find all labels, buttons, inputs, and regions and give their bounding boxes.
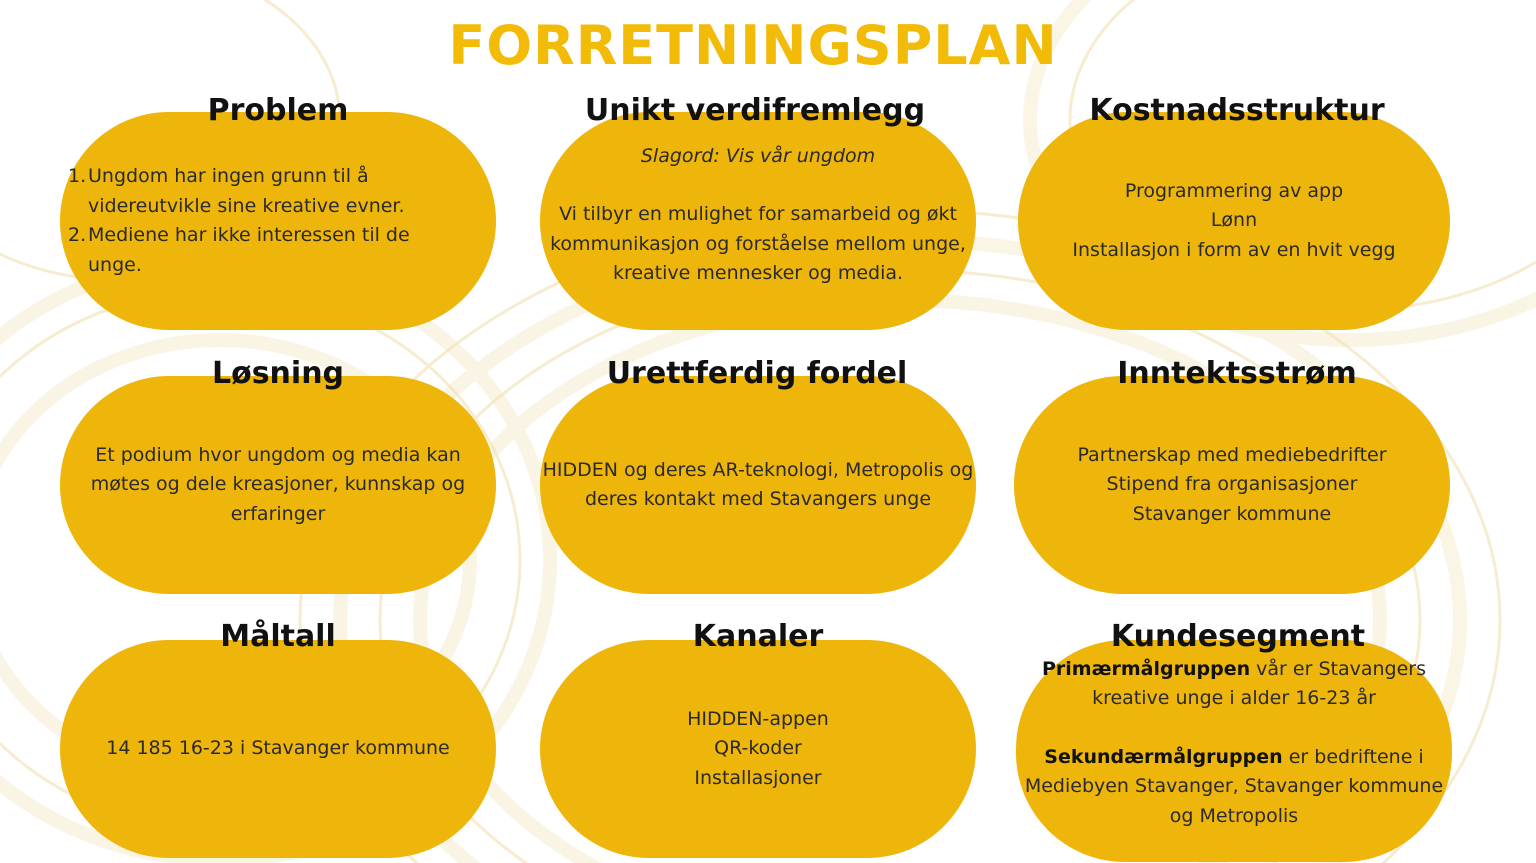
primary-segment-label: Primærmålgruppen: [1041, 657, 1251, 680]
cost-structure-pill: Programmering av app Lønn Installasjon i…: [1018, 112, 1450, 330]
customer-segments-heading: Kundesegment: [1110, 619, 1366, 654]
list-text: Mediene har ikke interessen til de unge.: [88, 224, 410, 276]
channels-heading: Kanaler: [692, 619, 824, 654]
value-proposition-pill: Slagord: Vis vår ungdom Vi tilbyr en mul…: [540, 112, 976, 330]
list-number: 1.: [68, 165, 87, 187]
revenue-line: Stipend fra organisasjoner: [1106, 473, 1358, 496]
revenue-line: Partnerskap med mediebedrifter: [1077, 443, 1387, 466]
channel-line: HIDDEN-appen: [687, 707, 829, 730]
advantage-text: HIDDEN og deres AR-teknologi, Metropolis…: [542, 458, 974, 511]
solution-heading: Løsning: [211, 356, 345, 391]
problem-heading: Problem: [207, 93, 349, 128]
metrics-heading: Måltall: [220, 619, 336, 654]
list-item: 2. Mediene har ikke interessen til de un…: [68, 221, 468, 280]
customer-segments-pill: Primærmålgruppen vår er Stavangers kreat…: [1016, 640, 1452, 862]
cost-line: Programmering av app: [1124, 179, 1344, 202]
metrics-pill: 14 185 16-23 i Stavanger kommune: [60, 640, 496, 858]
cost-structure-heading: Kostnadsstruktur: [1089, 93, 1385, 128]
cost-line: Installasjon i form av en hvit vegg: [1072, 238, 1396, 261]
secondary-segment-text: er bedriftene i Mediebyen Stavanger, Sta…: [1024, 745, 1444, 827]
problem-list: 1. Ungdom har ingen grunn til å videreut…: [68, 162, 468, 280]
slogan-text: Slagord: Vis vår ungdom: [640, 144, 876, 167]
value-proposition-heading: Unikt verdifremlegg: [584, 93, 926, 128]
list-text: Ungdom har ingen grunn til å videreutvik…: [88, 165, 405, 217]
unfair-advantage-pill: HIDDEN og deres AR-teknologi, Metropolis…: [540, 376, 976, 594]
secondary-segment-label: Sekundærmålgruppen: [1044, 745, 1283, 768]
primary-segment-text: vår er Stavangers kreative unge i alder …: [1092, 657, 1426, 710]
list-item: 1. Ungdom har ingen grunn til å videreut…: [68, 162, 468, 221]
metrics-text: 14 185 16-23 i Stavanger kommune: [106, 737, 450, 760]
unfair-advantage-heading: Urettferdig fordel: [606, 356, 908, 391]
solution-text: Et podium hvor ungdom og media kan møtes…: [90, 443, 466, 525]
channel-line: Installasjoner: [694, 766, 822, 789]
list-number: 2.: [68, 224, 87, 246]
revenue-line: Stavanger kommune: [1132, 502, 1332, 525]
solution-pill: Et podium hvor ungdom og media kan møtes…: [60, 376, 496, 594]
channel-line: QR-koder: [714, 737, 802, 760]
channels-pill: HIDDEN-appen QR-koder Installasjoner: [540, 640, 976, 858]
revenue-streams-pill: Partnerskap med mediebedrifter Stipend f…: [1014, 376, 1450, 594]
value-text: Vi tilbyr en mulighet for samarbeid og ø…: [550, 203, 966, 284]
page-title: FORRETNINGSPLAN: [448, 14, 1058, 77]
cost-line: Lønn: [1210, 209, 1258, 232]
revenue-streams-heading: Inntektsstrøm: [1117, 356, 1357, 391]
problem-pill: 1. Ungdom har ingen grunn til å videreut…: [60, 112, 496, 330]
